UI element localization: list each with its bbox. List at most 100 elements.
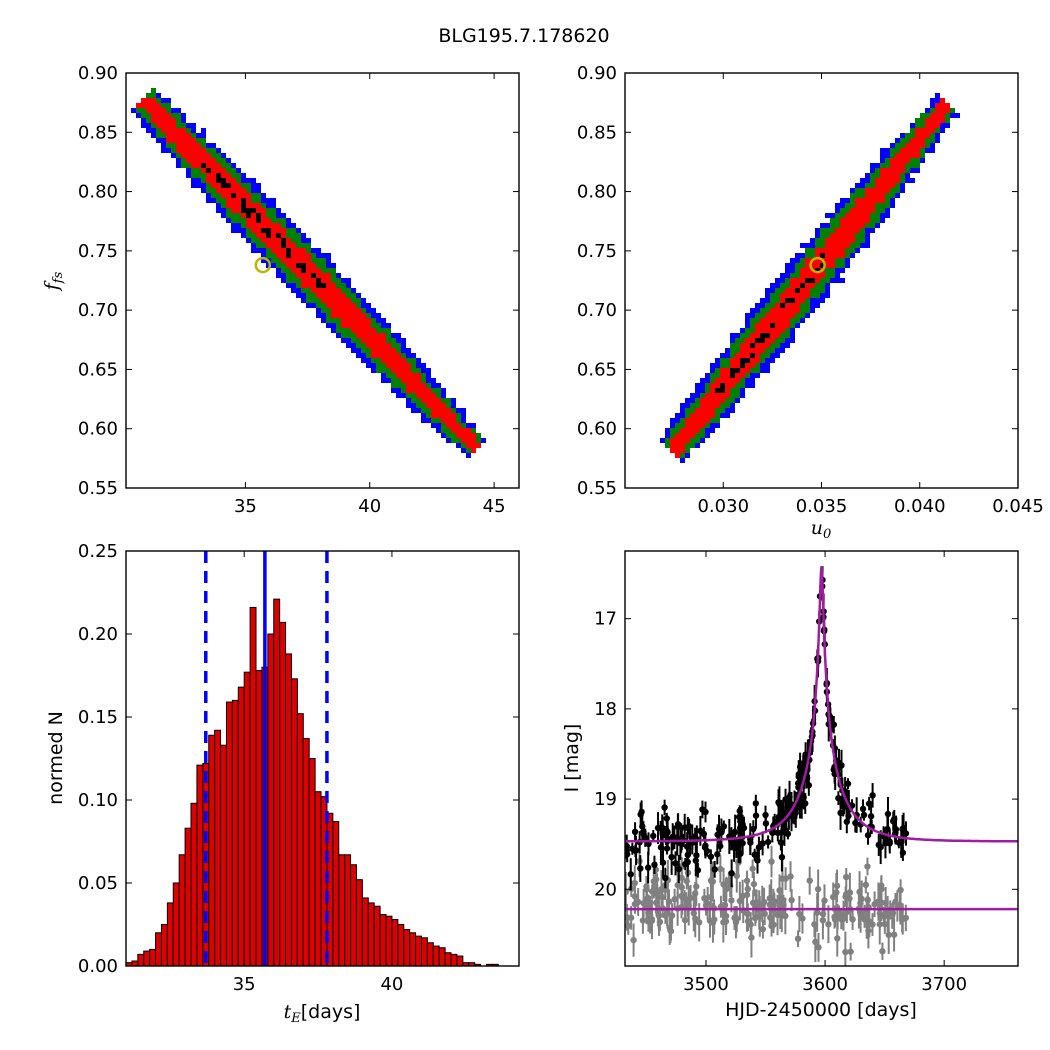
te-fs-cell [401,388,406,393]
u0-fs-cell [750,363,755,368]
te-fs-cell [226,173,231,178]
u0-fs-cell [740,383,745,388]
te-fs-cell [366,358,371,363]
te-fs-cell [226,163,231,168]
te-fs-cell [396,343,401,348]
te-fs-cell [291,263,296,268]
te-fs-cell [266,243,271,248]
te-fs-cell [206,163,211,168]
te-fs-cell [306,278,311,283]
u0-fs-frame [624,72,1019,489]
secondary-point [681,916,689,924]
u0-fs-cell [825,278,830,283]
te-histogram-xlabel: tE[days] [284,1001,361,1026]
te-fs-cell [341,283,346,288]
secondary-point [690,910,697,917]
primary-point [668,853,675,861]
secondary-point [819,910,827,918]
primary-point [662,874,669,882]
te-fs-cell [236,178,241,183]
u0-fs-cell [710,363,715,368]
u0-fs-cell [945,113,950,118]
te-fs-cell [146,93,151,98]
secondary-point [788,896,795,904]
u0-fs-cell [885,193,890,198]
te-fs-cell [186,138,191,143]
u0-fs-cell [845,198,850,203]
primary-point [891,815,898,823]
u0-fs-cell [880,218,885,223]
u0-fs-cell [795,303,800,308]
histogram-bar [308,758,316,967]
te-fs-cell [396,363,401,368]
te-fs-cell [376,358,381,363]
te-fs-cell [246,178,251,183]
te-fs-cell [371,323,376,328]
u0-fs-cell [795,263,800,268]
secondary-point [815,944,822,951]
u0-fs-cell [670,443,675,448]
te-fs-cell [296,283,301,288]
u0-fs-cell [775,293,780,298]
u0-fs-cell [705,423,710,428]
te-fs-cell [271,213,276,218]
u0-fs-cell [710,373,715,378]
te-fs-cell [391,338,396,343]
u0-fs-cell [930,133,935,138]
u0-fs-cell [820,233,825,238]
te-fs-cell [211,153,216,158]
te-fs-cell [271,248,276,253]
u0-fs-cell [695,383,700,388]
histogram-bar [178,854,186,967]
u0-fs-cell [680,448,685,453]
u0-fs-cell [725,403,730,408]
u0-fs-cell [800,313,805,318]
te-fs-cell [246,223,251,228]
te-fs-cell [231,198,236,203]
u0-fs-cell [690,438,695,443]
u0-fs-cell [840,248,845,253]
u0-fs-cell [935,128,940,133]
te-fs-cell [446,398,451,403]
te-fs-cell [416,368,421,373]
u0-fs-cell [735,343,740,348]
te-fs-cell [181,138,186,143]
u0-fs-cell [855,183,860,188]
te-fs-cell [201,183,206,188]
u0-fs-cell [845,253,850,258]
secondary-point [683,877,690,885]
te-fs-cell [246,193,251,198]
te-fs-cell [261,223,266,228]
primary-point [869,792,876,799]
te-fs-cell [266,198,271,203]
te-fs-cell [396,393,401,398]
u0-fs-cell [705,398,710,403]
u0-fs-cell [780,343,785,348]
u0-fs-cell [675,438,680,443]
u0-fs-cell [775,338,780,343]
u0-fs-cell [830,223,835,228]
te-fs-cell [226,208,231,213]
te-fs-cell [321,278,326,283]
u0-fs-cell [670,423,675,428]
u0-fs-cell [715,403,720,408]
u0-fs-cell [815,288,820,293]
u0-fs-cell [875,203,880,208]
u0-fs-cell [800,268,805,273]
te-fs-cell [221,193,226,198]
te-fs-cell [366,328,371,333]
u0-fs-cell [830,253,835,258]
u0-fs-cell [845,228,850,233]
histogram-bar [332,821,340,967]
u0-fs-cell [685,398,690,403]
u0-fs-cell [815,253,820,258]
u0-fs-cell [775,343,780,348]
u0-fs-cell [885,153,890,158]
u0-fs-cell [885,163,890,168]
te-fs-cell [196,133,201,138]
primary-point [784,830,792,838]
u0-fs-ytick-label: 0.55 [577,478,617,499]
te-fs-cell [276,218,281,223]
te-fs-cell [221,183,226,188]
te-fs-cell [146,108,151,113]
